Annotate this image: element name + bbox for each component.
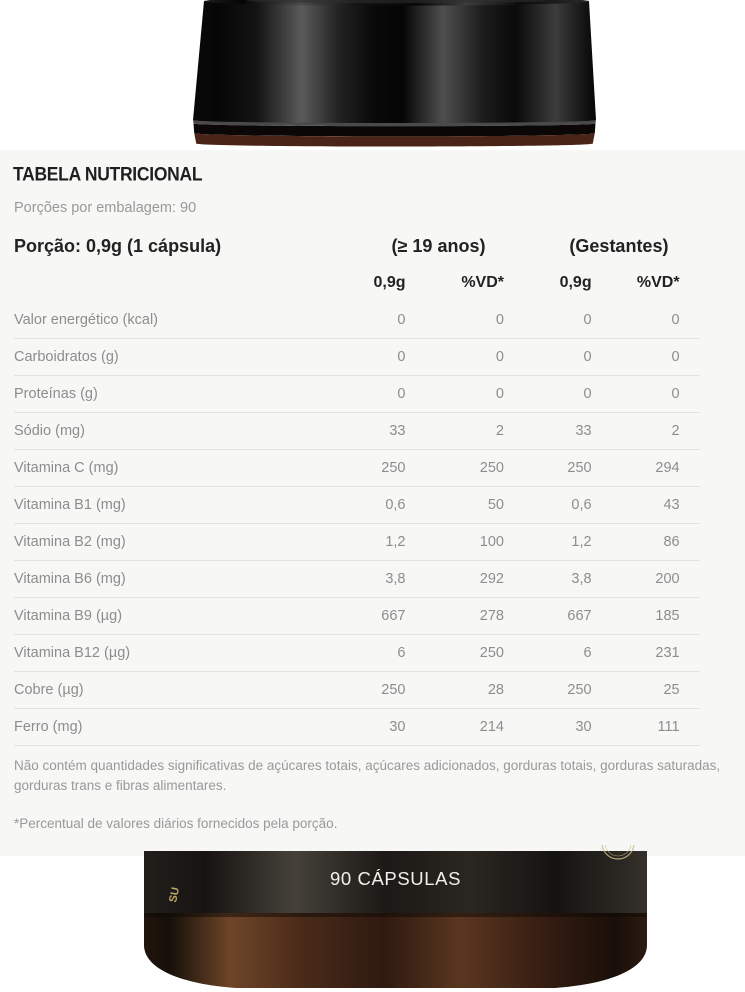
svg-text:90 CÁPSULAS: 90 CÁPSULAS — [330, 868, 461, 889]
